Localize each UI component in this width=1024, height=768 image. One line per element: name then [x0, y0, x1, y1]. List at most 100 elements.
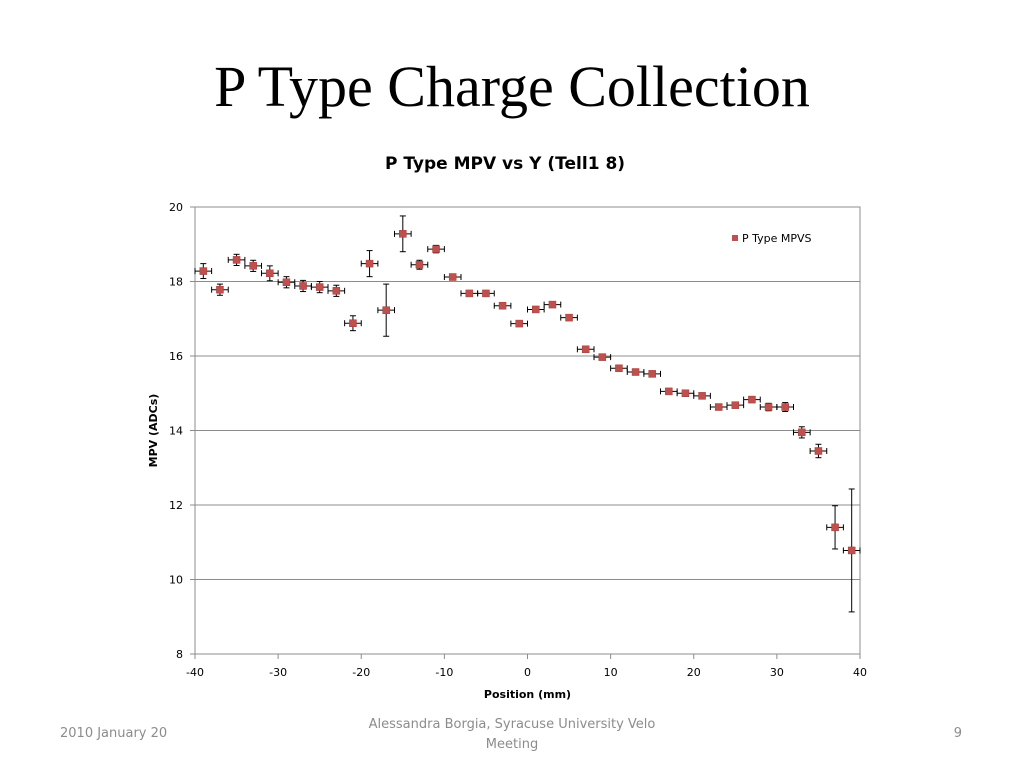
data-point — [726, 401, 745, 409]
data-point — [593, 353, 612, 361]
data-marker — [349, 319, 357, 327]
data-marker — [232, 256, 241, 264]
data-marker — [598, 353, 607, 361]
x-tick-label: 10 — [604, 666, 618, 679]
data-marker — [448, 273, 457, 281]
data-marker — [681, 389, 690, 397]
legend: P Type MPVS — [732, 232, 812, 245]
tick-layer: 8 10 12 14 16 18 20 -40 -30 -20 -10 0 10 20 30 40 — [169, 201, 867, 679]
data-marker — [432, 245, 440, 253]
x-tick-label: -10 — [435, 666, 453, 679]
y-tick-label: 12 — [169, 499, 183, 512]
data-point — [643, 370, 661, 378]
data-marker — [315, 283, 324, 291]
x-tick-label: -40 — [186, 666, 204, 679]
data-point — [743, 395, 761, 404]
data-marker — [266, 269, 274, 278]
data-marker — [781, 403, 789, 411]
data-marker — [581, 345, 590, 354]
data-point — [327, 284, 346, 297]
data-point — [227, 253, 246, 266]
data-marker — [498, 301, 507, 310]
data-point — [477, 289, 495, 298]
data-marker — [847, 546, 856, 555]
data-marker — [382, 306, 390, 314]
grid-layer — [195, 281, 860, 580]
data-marker — [216, 285, 224, 294]
data-point — [660, 387, 678, 396]
data-point — [709, 403, 728, 411]
data-point — [759, 402, 778, 412]
slide-title: P Type Charge Collection — [214, 54, 810, 119]
x-axis-label: Position (mm) — [484, 688, 571, 701]
data-marker — [565, 313, 573, 322]
data-point — [427, 244, 445, 254]
data-point — [294, 279, 312, 293]
data-point — [776, 402, 794, 413]
y-tick-label: 10 — [169, 574, 183, 587]
data-marker — [399, 230, 407, 238]
data-marker — [515, 319, 523, 328]
data-point — [194, 263, 213, 280]
legend-label: P Type MPVS — [742, 232, 812, 245]
data-point — [676, 389, 695, 397]
data-point — [261, 265, 279, 282]
data-marker — [249, 262, 257, 270]
chart-title: P Type MPV vs Y (Tell1 8) — [384, 154, 626, 174]
data-point — [527, 305, 545, 314]
data-layer — [194, 215, 861, 613]
x-tick-label: 20 — [687, 666, 701, 679]
chart-container: P Type MPV vs Y (Tell1 8) 8 10 12 14 16 18 20 -… — [0, 140, 1024, 710]
data-point — [693, 392, 711, 400]
footer-page-number: 9 — [953, 726, 962, 741]
data-point — [244, 259, 262, 272]
data-marker — [548, 300, 557, 309]
data-marker — [665, 387, 673, 396]
y-tick-label: 18 — [169, 276, 183, 289]
data-marker — [199, 267, 208, 275]
data-marker — [332, 287, 341, 295]
data-point — [310, 281, 329, 294]
data-marker — [615, 364, 623, 373]
data-point — [493, 301, 512, 310]
y-tick-label: 14 — [169, 425, 183, 438]
data-marker — [282, 278, 291, 286]
legend-marker — [732, 235, 738, 241]
data-point — [410, 259, 429, 270]
data-point — [344, 315, 362, 332]
data-point — [826, 505, 844, 550]
chart-svg: 8 10 12 14 16 18 20 -40 -30 -20 -10 0 10 20 30 40 Posit… — [147, 201, 867, 701]
x-tick-label: -20 — [352, 666, 370, 679]
data-point — [510, 319, 528, 328]
data-point — [543, 300, 562, 309]
data-point — [842, 488, 861, 613]
data-marker — [764, 403, 773, 411]
data-marker — [798, 428, 806, 437]
data-marker — [714, 403, 723, 411]
footer-date: 2010 January 20 — [60, 726, 168, 741]
y-axis-label: MPV (ADCs) — [147, 394, 160, 468]
data-point — [809, 443, 828, 459]
y-tick-label: 16 — [169, 350, 183, 363]
data-point — [377, 283, 395, 337]
footer-presenter: Alessandra Borgia, Syracuse University V… — [368, 717, 656, 752]
x-tick-label: 40 — [853, 666, 867, 679]
data-marker — [698, 392, 706, 400]
data-marker — [748, 395, 756, 404]
data-point — [560, 313, 578, 322]
data-marker — [731, 401, 740, 409]
data-point — [610, 364, 628, 373]
data-point — [576, 345, 595, 354]
data-marker — [831, 523, 839, 532]
data-marker — [648, 370, 656, 378]
data-point — [211, 283, 229, 296]
data-marker — [299, 282, 307, 290]
data-marker — [415, 260, 424, 269]
data-point — [360, 250, 379, 278]
y-tick-label: 8 — [176, 648, 183, 661]
data-marker — [365, 259, 374, 268]
data-point — [793, 426, 811, 439]
data-marker — [631, 368, 640, 376]
data-marker — [465, 289, 474, 298]
data-point — [277, 276, 296, 289]
